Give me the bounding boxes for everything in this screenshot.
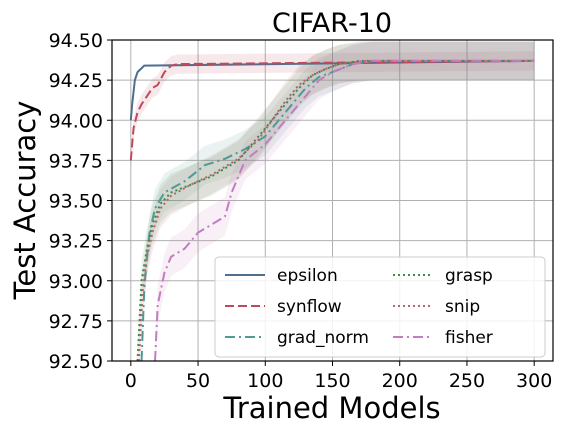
legend-snip-label: snip — [445, 297, 480, 317]
x-tick-label: 300 — [516, 370, 552, 392]
synflow-line — [129, 59, 535, 161]
series-lines — [129, 59, 535, 361]
legend-grad_norm-label: grad_norm — [277, 328, 369, 348]
y-tick-label: 93.50 — [49, 191, 103, 213]
y-tick-label: 94.00 — [49, 110, 103, 132]
x-tick-label: 150 — [314, 370, 350, 392]
x-ticks: 0 50 100 150 200 250 300 — [125, 361, 552, 392]
grasp-line — [136, 59, 535, 361]
x-tick-label: 0 — [125, 370, 137, 392]
legend-synflow-label: synflow — [277, 297, 342, 317]
fisher-band — [155, 41, 535, 361]
y-tick-label: 94.25 — [49, 70, 103, 92]
synflow-band — [130, 51, 535, 171]
y-tick-label: 93.75 — [49, 150, 103, 172]
grad_norm-line — [140, 59, 535, 361]
y-axis-label: Test Accuracy — [8, 101, 42, 301]
legend-grasp-label: grasp — [445, 266, 493, 286]
legend-box — [214, 256, 546, 358]
grad_norm-band — [141, 41, 535, 361]
x-axis-label: Trained Models — [222, 391, 440, 425]
x-tick-label: 100 — [247, 370, 283, 392]
y-tick-label: 93.00 — [49, 271, 103, 293]
snip-line — [137, 59, 535, 361]
fisher-line — [154, 59, 535, 361]
x-tick-label: 250 — [449, 370, 485, 392]
snip-band — [138, 41, 535, 361]
x-tick-label: 200 — [382, 370, 418, 392]
chart-title: CIFAR-10 — [272, 8, 392, 39]
y-tick-label: 92.75 — [49, 311, 103, 333]
y-tick-label: 92.50 — [49, 351, 103, 373]
x-tick-label: 50 — [186, 370, 210, 392]
y-tick-label: 93.25 — [49, 231, 103, 253]
confidence-bands — [130, 41, 535, 361]
legend-epsilon-label: epsilon — [277, 266, 338, 286]
epsilon-line — [129, 59, 535, 121]
y-ticks: 92.50 92.75 93.00 93.25 93.50 93.75 94.00 94.25… — [49, 30, 112, 373]
legend-fisher-label: fisher — [445, 328, 493, 348]
grasp-band — [137, 41, 535, 361]
legend: epsilon synflow grad_norm grasp snip fisher — [214, 256, 546, 358]
grid — [112, 39, 553, 362]
y-tick-label: 94.50 — [49, 30, 103, 52]
